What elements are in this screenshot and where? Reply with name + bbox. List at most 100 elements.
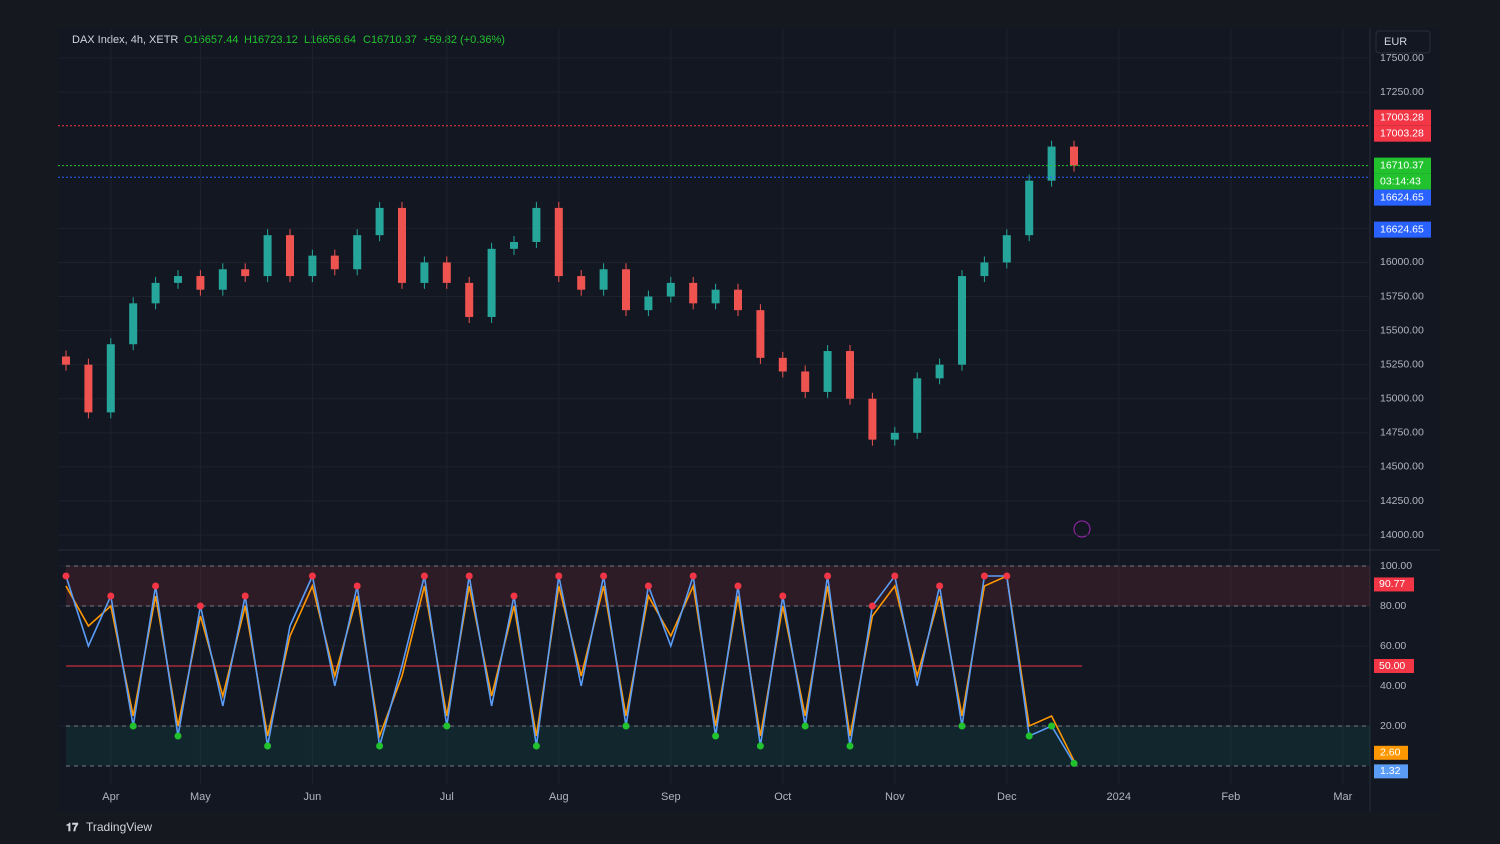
candle <box>1025 180 1034 236</box>
x-tick-label: Mar <box>1333 791 1352 803</box>
signal-dot <box>689 572 697 580</box>
high: H16723.12 <box>244 34 298 46</box>
candle <box>1070 146 1078 166</box>
price-label: 17003.28 <box>1380 127 1424 139</box>
band <box>66 566 1370 606</box>
candle <box>129 303 138 345</box>
candle <box>308 255 317 277</box>
signal-dot <box>443 722 451 730</box>
signal-dot <box>891 572 899 580</box>
candle <box>689 282 698 304</box>
y-tick-label: 20.00 <box>1380 720 1406 732</box>
y-tick-label: 40.00 <box>1380 680 1406 692</box>
y-tick-label: 15750.00 <box>1380 290 1424 302</box>
signal-dot <box>622 722 630 730</box>
candle <box>532 207 541 242</box>
y-tick-label: 14500.00 <box>1380 461 1424 473</box>
signal-dot <box>600 572 608 580</box>
candle <box>398 207 406 283</box>
y-tick-label: 14000.00 <box>1380 529 1424 541</box>
level-label: 50.00 <box>1379 660 1405 672</box>
currency: EUR <box>1384 36 1407 48</box>
signal-dot <box>980 572 988 580</box>
candle <box>151 282 160 304</box>
signal-dot <box>376 742 384 750</box>
price-label-bg <box>1374 189 1431 206</box>
price-label: 16710.37 <box>1380 159 1424 171</box>
candle <box>442 262 451 283</box>
candle <box>980 262 989 277</box>
signal-dot <box>353 582 361 590</box>
candle <box>106 344 115 413</box>
last-value-bg <box>1374 764 1408 779</box>
signal-dot <box>62 572 70 580</box>
signal-dot <box>734 582 742 590</box>
candle <box>218 269 227 290</box>
candle <box>734 289 742 311</box>
candle <box>935 364 944 379</box>
candle <box>846 351 854 399</box>
x-tick-label: Nov <box>885 791 905 803</box>
price-label: 16624.65 <box>1380 223 1424 235</box>
candle <box>1002 235 1011 263</box>
candle <box>487 248 496 317</box>
alert-icon[interactable] <box>1073 520 1091 538</box>
last-value-bg <box>1374 745 1408 760</box>
signal-dot <box>420 572 428 580</box>
x-tick-label: May <box>190 791 211 803</box>
brand[interactable]: TradingView <box>86 820 152 834</box>
price-label: 16624.65 <box>1380 191 1424 203</box>
candle <box>510 241 518 249</box>
signal-dot <box>846 742 854 750</box>
signal-dot <box>868 602 876 610</box>
candle <box>577 276 586 290</box>
candle <box>756 310 765 358</box>
candle <box>286 235 294 277</box>
x-tick-label: 2024 <box>1107 791 1131 803</box>
currency-button[interactable] <box>1375 30 1431 54</box>
open: O16657.44 <box>184 34 238 46</box>
candle <box>1047 146 1056 181</box>
close: C16710.37 <box>363 34 417 46</box>
signal-dot <box>308 572 316 580</box>
x-tick-label: Sep <box>661 791 681 803</box>
price-label-bg <box>1374 173 1431 190</box>
price-label-bg <box>1374 157 1431 174</box>
signal-dot <box>196 602 204 610</box>
signal-dot <box>465 572 473 580</box>
signal-dot <box>107 592 115 600</box>
candle <box>666 282 675 297</box>
candle <box>958 276 966 365</box>
y-tick-label: 15000.00 <box>1380 393 1424 405</box>
signal-dot <box>1070 759 1078 767</box>
signal-dot <box>936 582 944 590</box>
x-tick-label: Aug <box>549 791 569 803</box>
y-tick-label: 14750.00 <box>1380 427 1424 439</box>
price-label: 17003.28 <box>1380 111 1424 123</box>
candle <box>62 356 70 365</box>
last-value-label: 2.60 <box>1380 747 1401 759</box>
signal-dot <box>958 722 966 730</box>
candle <box>599 269 608 290</box>
candle <box>375 207 384 236</box>
candle <box>801 371 810 392</box>
candle <box>644 296 653 311</box>
level-label-bg <box>1374 659 1414 673</box>
candle <box>622 269 630 311</box>
candle <box>778 357 787 372</box>
candle <box>868 398 877 440</box>
x-tick-label: Dec <box>997 791 1017 803</box>
candle <box>823 351 832 392</box>
candle <box>241 269 250 277</box>
signal-dot <box>555 572 563 580</box>
candle <box>84 364 93 413</box>
price-label-bg <box>1374 109 1431 126</box>
x-tick-label: Jul <box>440 791 454 803</box>
price-label-bg <box>1374 221 1431 238</box>
signal-dot <box>129 722 137 730</box>
level-label-bg <box>1374 577 1414 592</box>
candle <box>353 235 362 270</box>
candle <box>711 289 720 304</box>
y-tick-label: 17500.00 <box>1380 52 1424 64</box>
